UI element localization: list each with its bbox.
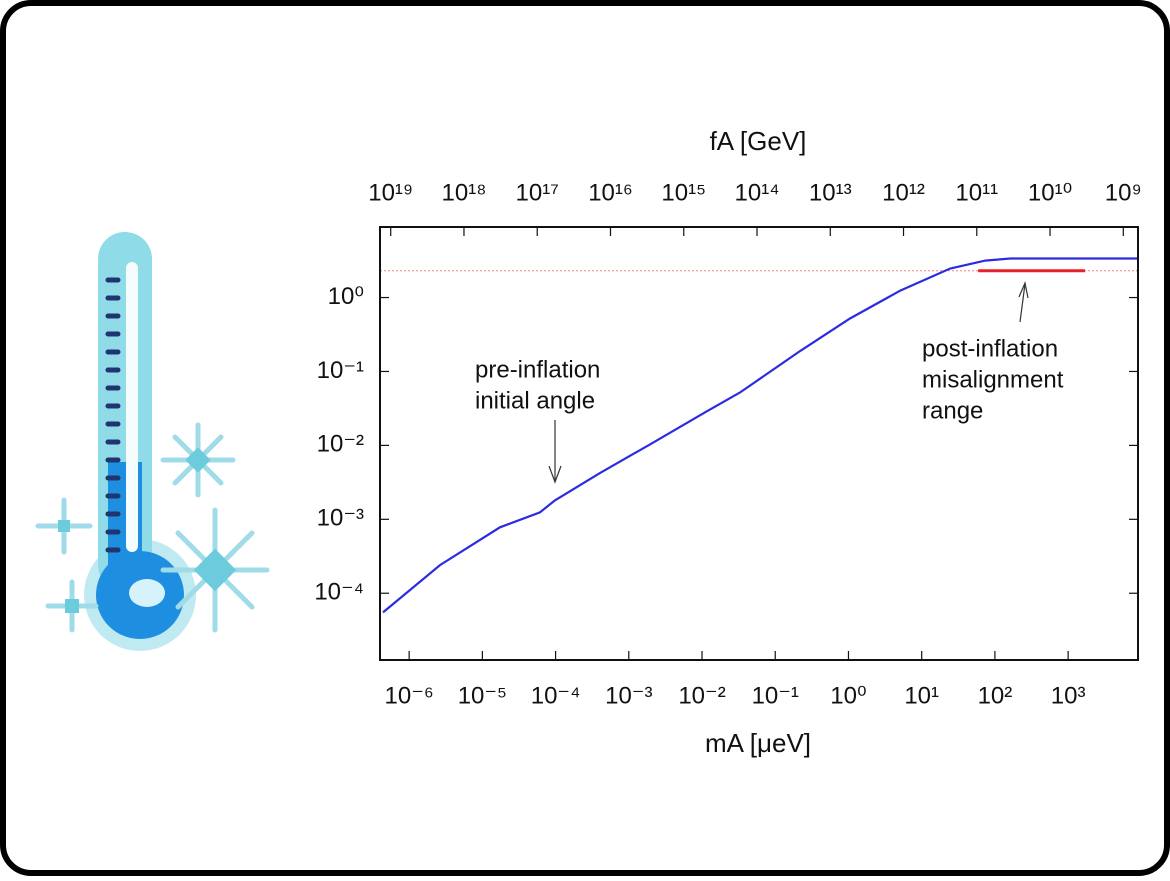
x-axis-label: mA [μeV] (705, 728, 811, 758)
x2-tick-label: 10¹⁰ (1028, 179, 1072, 206)
y-tick-label: 10⁻² (317, 431, 364, 458)
x2-tick-label: 10¹⁴ (735, 179, 780, 206)
x2-tick-label: 10¹¹ (955, 179, 998, 206)
x2-tick-label: 10¹⁸ (442, 179, 487, 206)
annotation-text: pre-inflation (475, 356, 600, 383)
x2-tick-label: 10⁹ (1105, 179, 1142, 206)
x2-axis-label: fA [GeV] (710, 126, 807, 156)
x-tick-label: 10⁻² (678, 682, 725, 709)
y-tick-label: 10⁻³ (317, 505, 364, 532)
x2-tick-label: 10¹³ (809, 179, 852, 206)
annotation-text: post-inflation (922, 335, 1058, 362)
y-tick-label: 10⁻¹ (317, 357, 364, 384)
x-tick-label: 10⁻⁴ (531, 682, 581, 709)
x-tick-label: 10³ (1051, 682, 1086, 709)
x2-tick-label: 10¹⁷ (516, 179, 559, 206)
y-tick-label: 10⁰ (328, 283, 364, 310)
x-tick-label: 10⁻⁶ (385, 682, 434, 709)
x2-tick-label: 10¹² (882, 179, 925, 206)
slide: fA [GeV] mA [μeV] pre-inflation initial … (0, 0, 1170, 876)
annotation-text: range (922, 397, 983, 424)
x-tick-label: 10⁻¹ (752, 682, 799, 709)
x-tick-label: 10¹ (904, 682, 939, 709)
x2-tick-label: 10¹⁵ (661, 179, 706, 206)
x-tick-label: 10⁻⁵ (458, 682, 507, 709)
x-tick-label: 10⁻³ (605, 682, 652, 709)
y-tick-label: 10⁻⁴ (314, 579, 364, 606)
x-tick-label: 10⁰ (830, 682, 866, 709)
x-tick-label: 10² (978, 682, 1013, 709)
annotation-text: misalignment (922, 366, 1064, 393)
annotation-text: initial angle (475, 387, 595, 414)
x2-tick-label: 10¹⁹ (368, 179, 413, 206)
x2-tick-label: 10¹⁶ (588, 179, 633, 206)
